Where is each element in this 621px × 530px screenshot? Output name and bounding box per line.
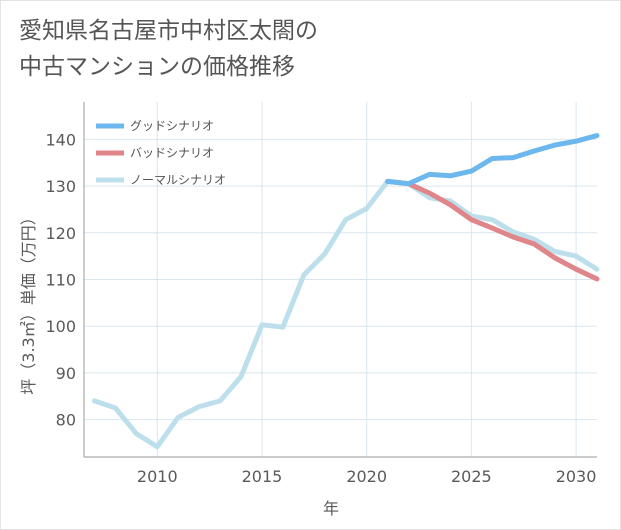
series-line-1 <box>385 133 600 187</box>
y-tick-label: 100 <box>45 317 76 336</box>
chart-title: 愛知県名古屋市中村区太閤の 中古マンションの価格推移 <box>19 13 439 85</box>
x-tick-label: 2015 <box>242 467 283 486</box>
tick-labels: 80 90 100 110 120 130 140 2010 2015 2020 2025 2030 <box>45 130 596 486</box>
y-tick-label: 130 <box>45 177 76 196</box>
title-line-1: 愛知県名古屋市中村区太閤の <box>19 18 318 44</box>
series-line-2 <box>385 178 600 282</box>
legend-label: グッドシナリオ <box>130 119 214 133</box>
title-line-2: 中古マンションの価格推移 <box>19 54 295 80</box>
y-tick-label: 80 <box>56 411 76 430</box>
x-tick-label: 2025 <box>451 467 492 486</box>
y-tick-label: 140 <box>45 130 76 149</box>
legend-label: ノーマルシナリオ <box>130 173 226 187</box>
x-tick-label: 2010 <box>137 467 178 486</box>
x-tick-label: 2020 <box>346 467 387 486</box>
series-lines <box>92 133 600 450</box>
grid-lines <box>84 102 597 457</box>
series-line-3 <box>92 178 600 450</box>
y-tick-label: 120 <box>45 224 76 243</box>
legend-label: バッドシナリオ <box>130 146 214 160</box>
x-axis-label: 年 <box>323 499 339 518</box>
y-axis-label: 坪（3.3㎡）単価（万円） <box>19 209 38 394</box>
axes <box>83 102 597 458</box>
y-tick-label: 90 <box>56 364 76 383</box>
y-tick-label: 110 <box>45 271 76 290</box>
x-tick-label: 2030 <box>556 467 597 486</box>
